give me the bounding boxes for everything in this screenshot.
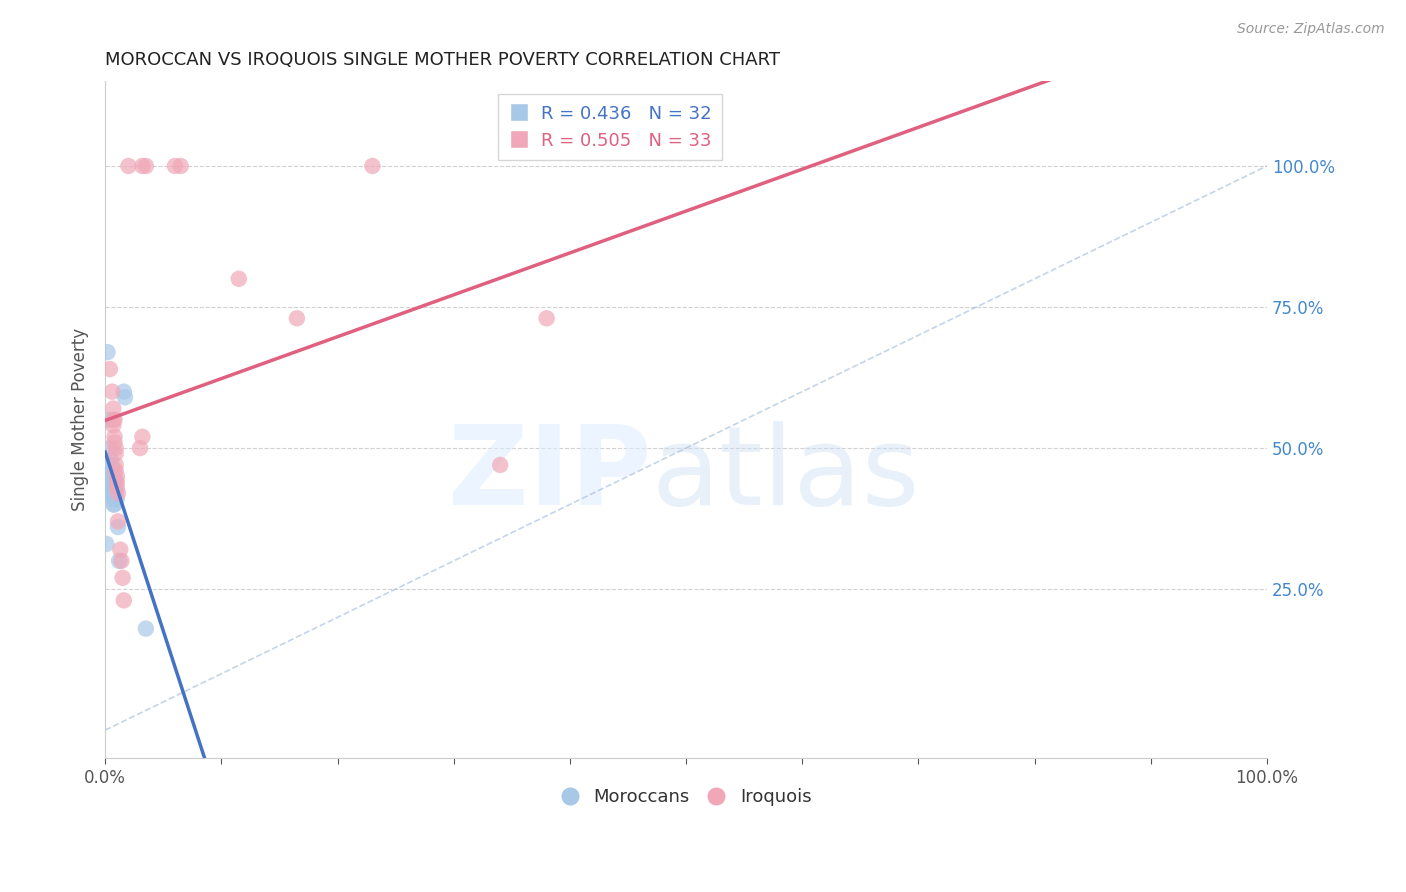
Point: [112, 384, 135, 399]
Point: [101, 384, 124, 399]
Point: [103, 435, 125, 450]
Point: [103, 430, 125, 444]
Point: [103, 469, 125, 483]
Point: [103, 481, 125, 495]
Point: [103, 486, 125, 500]
Point: [228, 272, 250, 286]
Point: [117, 159, 139, 173]
Text: MOROCCAN VS IROQUOIS SINGLE MOTHER POVERTY CORRELATION CHART: MOROCCAN VS IROQUOIS SINGLE MOTHER POVER…: [105, 51, 780, 69]
Point: [361, 159, 384, 173]
Point: [170, 159, 193, 173]
Point: [101, 464, 124, 478]
Point: [103, 491, 125, 506]
Point: [131, 159, 153, 173]
Point: [104, 447, 127, 461]
Point: [107, 520, 129, 534]
Point: [103, 491, 125, 506]
Point: [107, 486, 129, 500]
Point: [104, 475, 127, 489]
Point: [163, 159, 186, 173]
Point: [104, 464, 127, 478]
Point: [101, 481, 124, 495]
Point: [131, 430, 153, 444]
Point: [104, 486, 127, 500]
Point: [110, 554, 132, 568]
Point: [135, 622, 157, 636]
Legend: Moroccans, Iroquois: Moroccans, Iroquois: [554, 781, 818, 814]
Point: [103, 413, 125, 427]
Point: [104, 441, 127, 455]
Point: [489, 458, 512, 472]
Point: [98, 458, 121, 472]
Point: [100, 469, 122, 483]
Point: [114, 390, 136, 404]
Point: [103, 475, 125, 489]
Point: [129, 441, 152, 455]
Point: [101, 475, 124, 489]
Point: [110, 542, 132, 557]
Point: [103, 401, 125, 416]
Text: Source: ZipAtlas.com: Source: ZipAtlas.com: [1237, 22, 1385, 37]
Point: [112, 593, 135, 607]
Point: [103, 498, 125, 512]
Point: [103, 413, 125, 427]
Point: [101, 486, 124, 500]
Point: [108, 554, 131, 568]
Point: [96, 345, 118, 359]
Point: [285, 311, 308, 326]
Y-axis label: Single Mother Poverty: Single Mother Poverty: [72, 328, 89, 511]
Point: [100, 464, 122, 478]
Point: [103, 418, 125, 433]
Point: [536, 311, 558, 326]
Point: [103, 464, 125, 478]
Point: [107, 515, 129, 529]
Point: [103, 498, 125, 512]
Point: [105, 469, 128, 483]
Point: [105, 481, 128, 495]
Text: atlas: atlas: [651, 420, 920, 527]
Point: [104, 458, 127, 472]
Point: [111, 571, 134, 585]
Point: [135, 159, 157, 173]
Point: [101, 469, 124, 483]
Point: [100, 458, 122, 472]
Point: [105, 491, 128, 506]
Point: [98, 441, 121, 455]
Point: [97, 413, 120, 427]
Text: ZIP: ZIP: [449, 420, 651, 527]
Point: [105, 475, 128, 489]
Point: [100, 452, 122, 467]
Point: [103, 475, 125, 489]
Point: [96, 537, 118, 551]
Point: [98, 362, 121, 376]
